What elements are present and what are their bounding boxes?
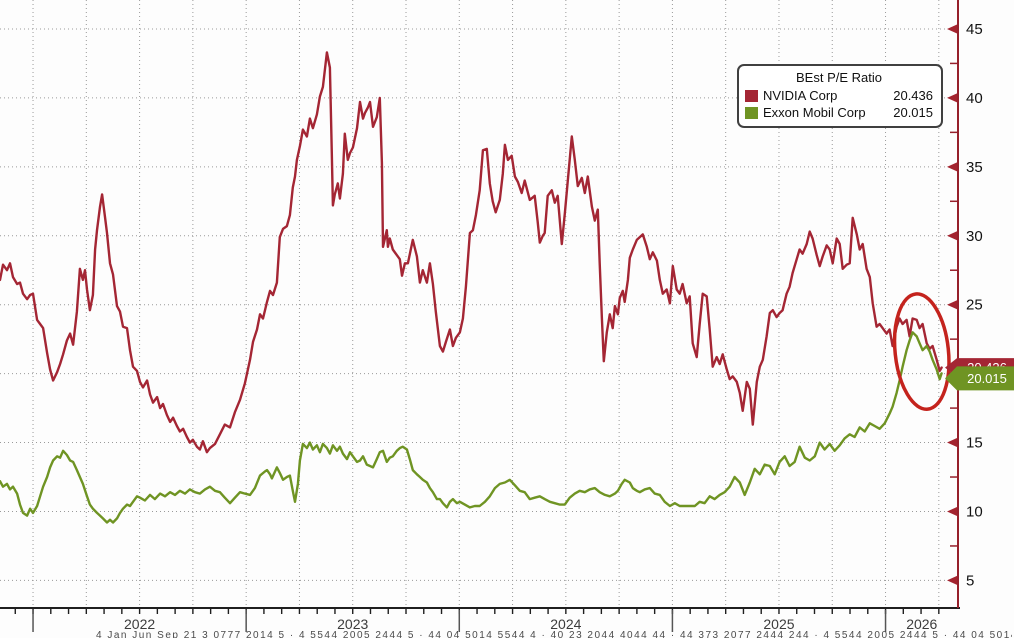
y-tick-label: 40	[966, 90, 983, 107]
year-label: 2025	[763, 616, 794, 632]
nvidia-line	[0, 51, 943, 454]
exxon-last-value-tag-text: 20.015	[967, 371, 1007, 386]
y-tick-label: 15	[966, 435, 983, 452]
highlight-circle-annotation	[892, 292, 951, 411]
nvidia-swatch-icon	[745, 89, 758, 102]
y-tick-arrow-icon	[947, 231, 957, 241]
year-label: 2023	[337, 616, 368, 632]
y-axis: 45403530252015105	[947, 0, 983, 608]
x-axis: 2022 2023 2024 2025 2026	[0, 607, 960, 632]
y-tick-arrow-icon	[947, 162, 957, 172]
legend-value: 20.436	[893, 88, 933, 103]
exxon-last-value-tag: 20.015	[945, 366, 1014, 391]
year-label: 2026	[906, 616, 937, 632]
y-tick-arrow-icon	[947, 575, 957, 585]
y-tick-label: 30	[966, 228, 983, 245]
year-label: 2024	[550, 616, 581, 632]
legend-item-nvidia: NVIDIA Corp 20.436	[745, 87, 933, 104]
y-tick-arrow-icon	[947, 438, 957, 448]
year-label: 2022	[124, 616, 155, 632]
y-tick-label: 35	[966, 159, 983, 176]
y-tick-arrow-icon	[947, 300, 957, 310]
exxon-swatch-icon	[745, 106, 758, 119]
clipped-date-row: 4 Jan Jun Sep 21 3 0777 2014 5 · 4 5544 …	[96, 630, 1012, 638]
legend-title: BEst P/E Ratio	[796, 70, 882, 85]
legend-value: 20.015	[893, 105, 933, 120]
legend-label: NVIDIA Corp	[763, 88, 838, 103]
y-tick-label: 10	[966, 503, 983, 520]
y-tick-label: 25	[966, 297, 983, 314]
y-tick-arrow-icon	[947, 24, 957, 34]
y-tick-label: 5	[966, 572, 974, 589]
exxon-last-value-tag-shape	[945, 366, 1014, 391]
exxon-line	[0, 331, 943, 524]
legend-label: Exxon Mobil Corp	[763, 105, 866, 120]
legend-item-exxon: Exxon Mobil Corp 20.015	[745, 104, 933, 121]
y-tick-arrow-icon	[947, 93, 957, 103]
y-tick-arrow-icon	[947, 506, 957, 516]
y-tick-label: 45	[966, 21, 983, 38]
gridlines	[0, 0, 958, 608]
legend-box: BEst P/E Ratio NVIDIA Corp 20.436 Exxon …	[737, 64, 943, 128]
